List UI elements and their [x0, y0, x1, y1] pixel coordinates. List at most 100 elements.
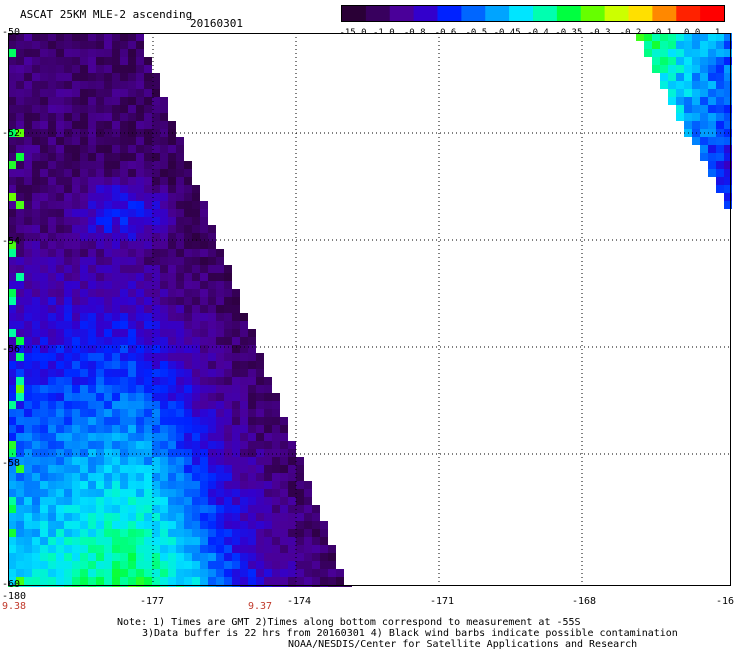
swath-cell — [184, 505, 192, 513]
swath-cell — [232, 385, 240, 393]
swath-cell — [152, 505, 160, 513]
swath-cell — [208, 337, 216, 345]
swath-cell — [168, 217, 176, 225]
y-tick-label: -54 — [2, 236, 21, 247]
swath-cell — [128, 185, 136, 193]
swath-cell — [176, 225, 184, 233]
swath-cell — [72, 529, 80, 537]
swath-cell — [336, 577, 344, 585]
swath-cell — [88, 513, 96, 521]
swath-cell — [120, 65, 128, 73]
swath-cell — [160, 401, 168, 409]
swath-cell — [192, 473, 200, 481]
swath-cell — [312, 545, 320, 553]
swath-cell — [112, 513, 120, 521]
swath-cell — [112, 401, 120, 409]
swath-cell — [192, 505, 200, 513]
swath-cell — [48, 305, 56, 313]
swath-cell — [32, 209, 40, 217]
swath-cell — [120, 105, 128, 113]
swath-cell — [56, 345, 64, 353]
swath-cell — [724, 193, 732, 201]
swath-cell — [40, 169, 48, 177]
swath-cell — [240, 505, 248, 513]
swath-cell — [168, 361, 176, 369]
swath-cell — [120, 281, 128, 289]
swath-cell — [8, 249, 16, 257]
swath-cell — [192, 449, 200, 457]
swath-cell — [104, 433, 112, 441]
swath-cell — [40, 329, 48, 337]
swath-cell — [160, 545, 168, 553]
swath-cell — [104, 241, 112, 249]
swath-cell — [192, 433, 200, 441]
swath-cell — [48, 561, 56, 569]
time-label: 9.38 — [2, 601, 27, 612]
swath-cell — [192, 569, 200, 577]
swath-cell — [136, 473, 144, 481]
swath-cell — [176, 273, 184, 281]
swath-cell — [288, 513, 296, 521]
swath-cell — [168, 505, 176, 513]
colorbar-swatch — [509, 5, 534, 21]
swath-cell — [40, 113, 48, 121]
swath-cell — [40, 137, 48, 145]
swath-cell — [64, 457, 72, 465]
swath-cell — [56, 65, 64, 73]
swath-cell — [216, 305, 224, 313]
swath-cell — [136, 489, 144, 497]
swath-cell — [40, 217, 48, 225]
swath-cell — [160, 201, 168, 209]
swath-cell — [152, 553, 160, 561]
swath-cell — [660, 81, 668, 89]
swath-cell — [120, 417, 128, 425]
swath-cell — [80, 241, 88, 249]
swath-cell — [700, 57, 708, 65]
swath-cell — [16, 113, 24, 121]
swath-cell — [40, 401, 48, 409]
swath-cell — [724, 177, 732, 185]
swath-cell — [96, 161, 104, 169]
swath-cell — [88, 201, 96, 209]
swath-cell — [96, 497, 104, 505]
swath-cell — [128, 385, 136, 393]
swath-cell — [716, 113, 724, 121]
swath-cell — [700, 73, 708, 81]
swath-cell — [120, 177, 128, 185]
colorbar-swatch — [413, 5, 439, 21]
swath-cell — [248, 401, 256, 409]
swath-cell — [32, 81, 40, 89]
swath-cell — [112, 145, 120, 153]
swath-cell — [264, 489, 272, 497]
swath-cell — [40, 73, 48, 81]
swath-cell — [208, 401, 216, 409]
swath-cell — [168, 225, 176, 233]
swath-cell — [716, 153, 724, 161]
swath-cell — [136, 281, 144, 289]
swath-cell — [8, 545, 16, 553]
swath-cell — [692, 33, 700, 41]
swath-cell — [192, 217, 200, 225]
swath-cell — [64, 281, 72, 289]
swath-cell — [80, 361, 88, 369]
swath-cell — [16, 201, 24, 209]
swath-cell — [104, 57, 112, 65]
swath-cell — [88, 209, 96, 217]
swath-cell — [184, 441, 192, 449]
swath-cell — [40, 57, 48, 65]
swath-cell — [120, 473, 128, 481]
swath-cell — [16, 417, 24, 425]
swath-cell — [48, 145, 56, 153]
swath-cell — [152, 329, 160, 337]
swath-cell — [80, 137, 88, 145]
swath-cell — [48, 89, 56, 97]
swath-cell — [184, 241, 192, 249]
swath-cell — [24, 369, 32, 377]
swath-cell — [8, 553, 16, 561]
swath-cell — [144, 97, 152, 105]
swath-cell — [136, 65, 144, 73]
swath-cell — [216, 313, 224, 321]
swath-cell — [8, 441, 16, 449]
swath-cell — [88, 161, 96, 169]
swath-cell — [192, 265, 200, 273]
